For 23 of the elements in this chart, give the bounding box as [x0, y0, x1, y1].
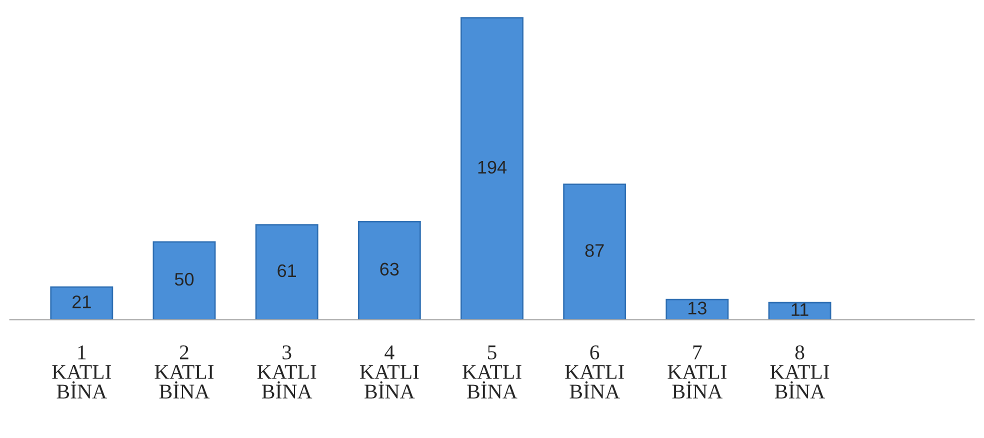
bar [358, 221, 421, 320]
data-label: 13 [688, 302, 706, 314]
bar [460, 17, 524, 320]
x-tick-label: 1 KATLI BİNA [52, 345, 111, 398]
data-label: 61 [278, 264, 296, 278]
x-tick-label: 3 KATLI BİNA [257, 345, 316, 398]
bar [666, 298, 729, 320]
bar [563, 184, 626, 320]
data-label: 194 [478, 160, 507, 174]
data-label: 21 [72, 295, 91, 308]
data-label: 50 [174, 272, 194, 286]
bar [255, 224, 318, 320]
x-tick-label: 2 KATLI BİNA [154, 345, 214, 398]
data-label: 87 [585, 244, 604, 257]
data-label: 63 [380, 262, 399, 276]
x-tick-label: 5 KATLI BİNA [462, 346, 522, 398]
x-tick-label: 7 KATLI BİNA [668, 346, 727, 398]
x-tick-label: 4 KATLI BİNA [360, 345, 419, 398]
data-label: 11 [792, 303, 808, 316]
bar [50, 286, 114, 320]
bar [152, 241, 216, 320]
x-tick-label: 6 KATLI BİNA [565, 345, 624, 398]
x-tick-label: 8 KATLI BİNA [770, 345, 830, 398]
